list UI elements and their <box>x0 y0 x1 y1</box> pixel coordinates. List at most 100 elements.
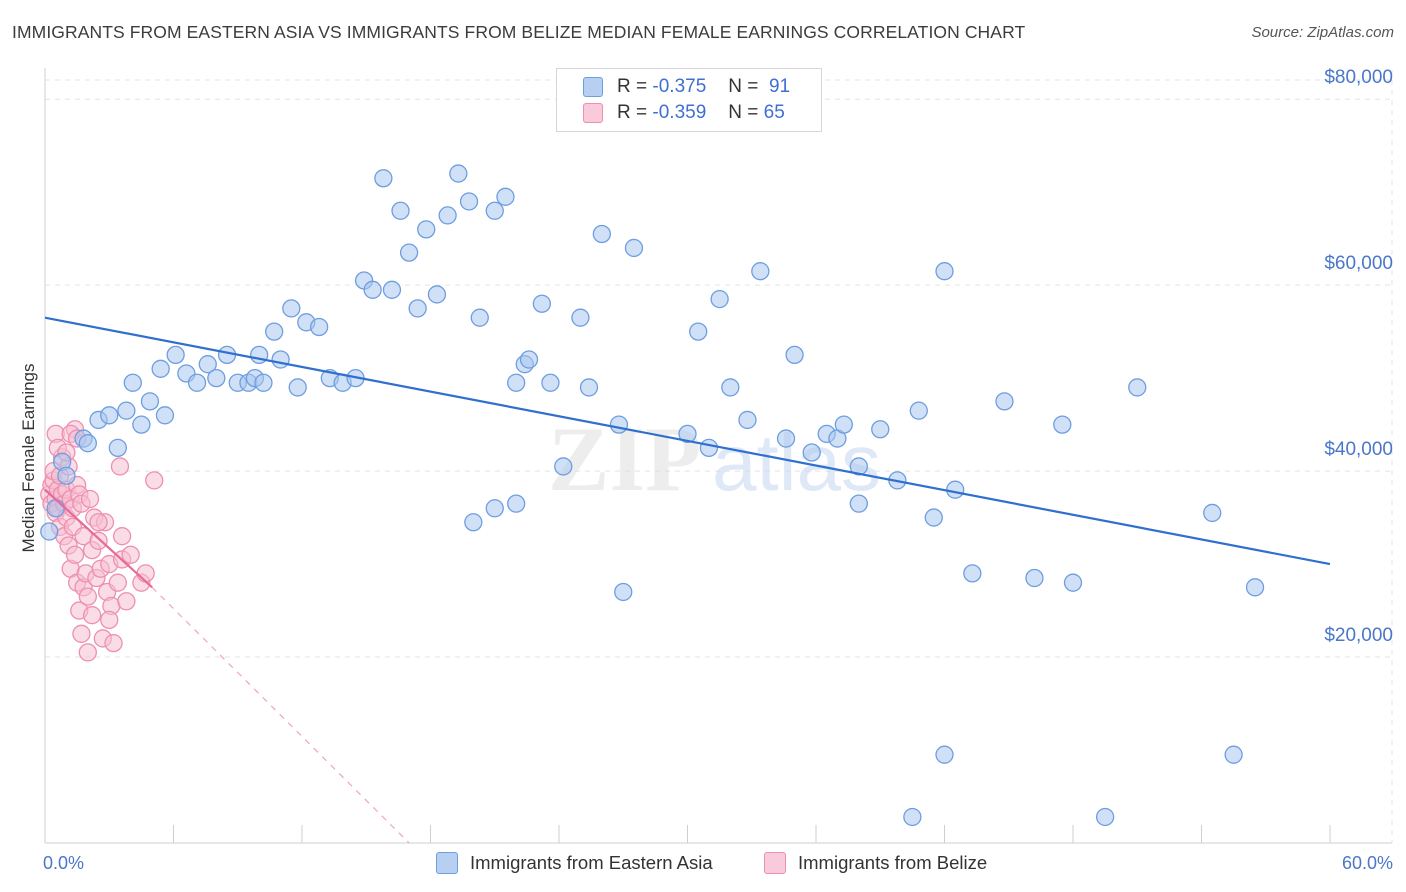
legend-swatch-blue <box>583 77 603 97</box>
eastern-asia-point <box>1245 578 1265 597</box>
x-tick-label-min: 0.0% <box>43 853 84 873</box>
trend-line-eastern-asia <box>44 316 1331 566</box>
eastern-asia-point <box>40 522 59 541</box>
eastern-asia-point <box>689 322 708 341</box>
correlation-legend: R = -0.375 N = 91 R = -0.359 N = 65 <box>556 68 822 132</box>
eastern-asia-point <box>541 373 560 392</box>
eastern-asia-point <box>571 308 590 327</box>
eastern-asia-point <box>438 206 457 225</box>
belize-point <box>104 633 123 653</box>
legend-n-value: 65 <box>763 102 785 123</box>
eastern-asia-point <box>288 378 307 397</box>
eastern-asia-point <box>374 169 393 188</box>
eastern-asia-point <box>449 164 468 183</box>
legend-r-label: R = <box>617 102 648 123</box>
legend-n-value: 91 <box>768 76 791 97</box>
legend-label-eastern-asia: Immigrants from Eastern Asia <box>470 852 713 873</box>
belize-point <box>110 457 130 476</box>
eastern-asia-point <box>507 494 526 513</box>
eastern-asia-point <box>496 187 515 206</box>
eastern-asia-point <box>78 434 97 453</box>
eastern-asia-point <box>470 308 489 327</box>
eastern-asia-point <box>776 429 796 448</box>
eastern-asia-point <box>1025 568 1044 588</box>
eastern-asia-point <box>710 289 729 309</box>
eastern-asia-point <box>532 294 552 313</box>
eastern-asia-point <box>699 438 719 458</box>
eastern-asia-point <box>721 378 740 397</box>
eastern-asia-point <box>909 401 928 420</box>
eastern-asia-point <box>166 345 185 365</box>
eastern-asia-point <box>849 494 868 513</box>
eastern-asia-point <box>198 355 217 374</box>
trend-line-belize-extension <box>151 586 410 844</box>
belize-point <box>78 587 97 606</box>
legend-item-belize: Immigrants from Belize <box>764 852 987 874</box>
belize-point <box>112 527 132 546</box>
eastern-asia-point <box>1224 745 1243 764</box>
legend-row-eastern-asia: R = -0.375 N = 91 <box>583 75 790 99</box>
eastern-asia-point <box>399 243 419 262</box>
eastern-asia-point <box>519 350 539 369</box>
axes <box>44 68 1392 844</box>
eastern-asia-point <box>309 317 329 337</box>
eastern-asia-point <box>935 745 954 764</box>
eastern-asia-point <box>738 410 757 430</box>
belize-point <box>72 624 91 643</box>
y-tick-label: $60,000 <box>1324 253 1393 274</box>
eastern-asia-point <box>554 457 573 476</box>
belize-point <box>65 545 85 564</box>
eastern-asia-point <box>592 224 611 244</box>
source-label: Source: ZipAtlas.com <box>1251 24 1394 41</box>
eastern-asia-point <box>678 424 697 444</box>
eastern-asia-point <box>624 238 644 258</box>
legend-label-belize: Immigrants from Belize <box>798 852 988 873</box>
eastern-asia-point <box>946 480 965 499</box>
eastern-asia-point <box>108 438 127 458</box>
grid-lines <box>45 70 1393 843</box>
legend-n-label: N = <box>728 76 759 97</box>
trend-line-belize <box>44 488 153 589</box>
belize-point <box>78 643 97 662</box>
eastern-asia-point <box>751 262 770 281</box>
eastern-asia-point <box>254 373 273 392</box>
belize-point <box>145 471 164 490</box>
legend-n-label: N = <box>728 102 759 123</box>
eastern-asia-point <box>382 280 402 299</box>
legend-item-eastern-asia: Immigrants from Eastern Asia <box>436 852 713 874</box>
eastern-asia-point <box>391 201 410 220</box>
eastern-asia-point <box>151 359 170 378</box>
eastern-asia-point <box>614 582 633 602</box>
eastern-asia-point <box>217 345 237 365</box>
legend-swatch-blue <box>436 852 458 874</box>
eastern-asia-point <box>485 499 504 518</box>
eastern-asia-point <box>459 192 479 211</box>
belize-point <box>89 513 108 532</box>
eastern-asia-point <box>282 299 301 318</box>
eastern-asia-point <box>132 415 151 434</box>
eastern-asia-point <box>417 220 436 239</box>
y-axis-label: Median Female Earnings <box>19 364 38 553</box>
eastern-asia-point <box>408 299 427 318</box>
eastern-asia-point <box>464 513 483 532</box>
eastern-asia-point <box>271 350 290 369</box>
legend-r-value: -0.359 <box>652 102 707 123</box>
eastern-asia-point <box>924 508 943 527</box>
eastern-asia-point <box>785 345 804 365</box>
eastern-asia-point <box>265 322 284 341</box>
eastern-asia-point <box>995 392 1014 411</box>
eastern-asia-point <box>485 201 504 220</box>
eastern-asia-point <box>117 401 136 420</box>
eastern-asia-point <box>579 378 599 397</box>
eastern-asia-point <box>1063 573 1083 592</box>
eastern-asia-point <box>207 368 226 388</box>
x-tick-label-max: 60.0% <box>1342 853 1393 873</box>
trend-lines <box>44 316 1331 844</box>
eastern-asia-point <box>802 443 821 462</box>
legend-swatch-pink <box>583 103 603 123</box>
eastern-asia-point <box>507 373 526 392</box>
belize-point <box>89 531 108 550</box>
y-tick-label: $40,000 <box>1324 439 1393 460</box>
eastern-asia-point <box>903 807 922 827</box>
